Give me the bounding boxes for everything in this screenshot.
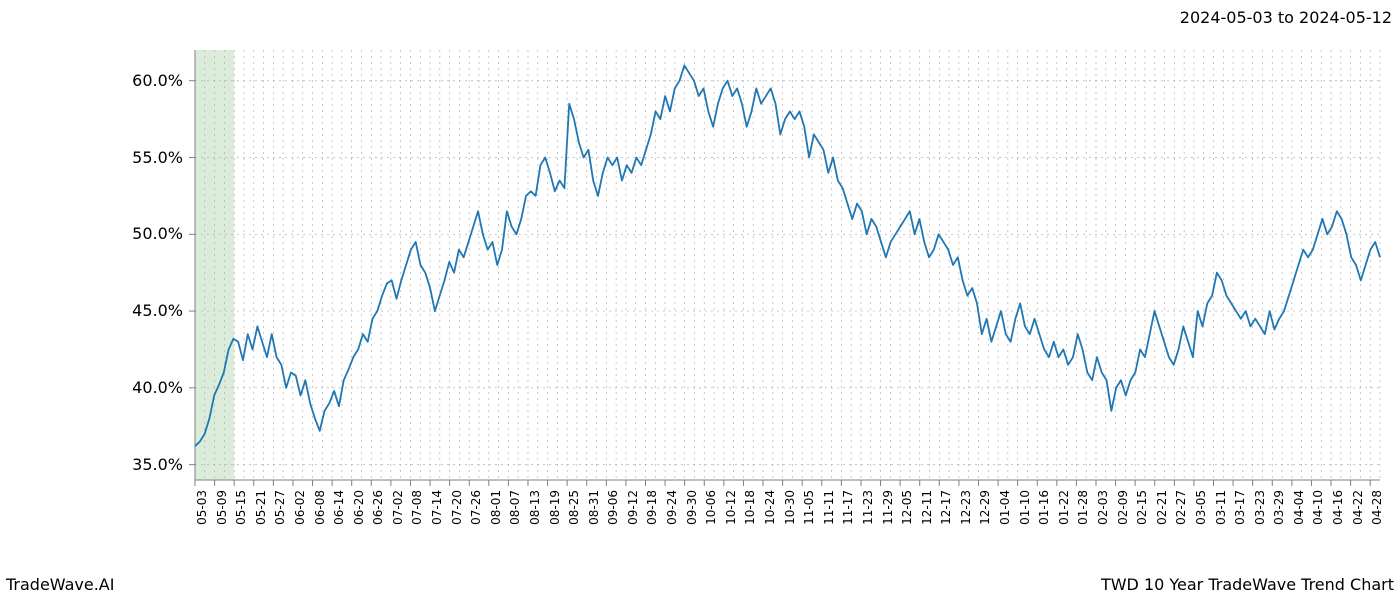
x-tick-label: 06-20	[352, 490, 366, 540]
x-tick-label: 12-17	[939, 490, 953, 540]
y-tick-label: 45.0%	[0, 301, 183, 320]
x-tick-label: 05-27	[273, 490, 287, 540]
x-tick-label: 10-24	[763, 490, 777, 540]
y-tick-label: 35.0%	[0, 455, 183, 474]
x-tick-label: 05-03	[195, 490, 209, 540]
x-tick-label: 04-10	[1311, 490, 1325, 540]
x-tick-label: 02-15	[1135, 490, 1149, 540]
x-tick-label: 08-19	[548, 490, 562, 540]
x-tick-label: 11-23	[861, 490, 875, 540]
x-tick-label: 09-12	[626, 490, 640, 540]
x-tick-label: 01-10	[1018, 490, 1032, 540]
x-tick-label: 04-28	[1370, 490, 1384, 540]
x-tick-label: 05-21	[254, 490, 268, 540]
x-tick-label: 05-15	[234, 490, 248, 540]
x-tick-label: 03-29	[1272, 490, 1286, 540]
x-tick-label: 09-30	[685, 490, 699, 540]
x-tick-label: 04-22	[1351, 490, 1365, 540]
x-tick-label: 04-16	[1331, 490, 1345, 540]
y-tick-label: 55.0%	[0, 148, 183, 167]
x-tick-label: 11-11	[822, 490, 836, 540]
x-tick-label: 08-25	[567, 490, 581, 540]
x-tick-label: 12-29	[978, 490, 992, 540]
x-tick-label: 03-11	[1214, 490, 1228, 540]
x-tick-label: 06-26	[371, 490, 385, 540]
x-tick-label: 01-22	[1057, 490, 1071, 540]
x-tick-label: 11-17	[841, 490, 855, 540]
x-tick-label: 03-17	[1233, 490, 1247, 540]
x-tick-label: 12-11	[920, 490, 934, 540]
x-tick-label: 06-02	[293, 490, 307, 540]
x-tick-label: 07-08	[410, 490, 424, 540]
x-tick-label: 03-05	[1194, 490, 1208, 540]
x-tick-label: 02-09	[1116, 490, 1130, 540]
x-tick-label: 08-07	[508, 490, 522, 540]
x-tick-label: 09-06	[606, 490, 620, 540]
y-tick-label: 60.0%	[0, 71, 183, 90]
x-tick-label: 08-13	[528, 490, 542, 540]
x-tick-label: 06-14	[332, 490, 346, 540]
x-tick-label: 02-03	[1096, 490, 1110, 540]
chart-container: 2024-05-03 to 2024-05-12 TradeWave.AI TW…	[0, 0, 1400, 600]
x-tick-label: 02-27	[1174, 490, 1188, 540]
x-tick-label: 05-09	[215, 490, 229, 540]
x-tick-label: 09-18	[645, 490, 659, 540]
x-tick-label: 07-20	[450, 490, 464, 540]
x-tick-label: 10-18	[743, 490, 757, 540]
x-tick-label: 01-28	[1076, 490, 1090, 540]
x-tick-label: 06-08	[313, 490, 327, 540]
x-tick-label: 11-05	[802, 490, 816, 540]
x-tick-label: 01-16	[1037, 490, 1051, 540]
x-tick-label: 07-14	[430, 490, 444, 540]
x-tick-label: 09-24	[665, 490, 679, 540]
x-tick-label: 10-06	[704, 490, 718, 540]
trend-line-chart	[0, 0, 1400, 600]
x-tick-label: 07-26	[469, 490, 483, 540]
x-tick-label: 10-30	[783, 490, 797, 540]
x-tick-label: 12-23	[959, 490, 973, 540]
x-tick-label: 11-29	[881, 490, 895, 540]
x-tick-label: 03-23	[1253, 490, 1267, 540]
y-tick-label: 40.0%	[0, 378, 183, 397]
x-tick-label: 07-02	[391, 490, 405, 540]
y-tick-label: 50.0%	[0, 224, 183, 243]
x-tick-label: 08-01	[489, 490, 503, 540]
x-tick-label: 08-31	[587, 490, 601, 540]
x-tick-label: 12-05	[900, 490, 914, 540]
x-tick-label: 02-21	[1155, 490, 1169, 540]
x-tick-label: 01-04	[998, 490, 1012, 540]
x-tick-label: 10-12	[724, 490, 738, 540]
x-tick-label: 04-04	[1292, 490, 1306, 540]
